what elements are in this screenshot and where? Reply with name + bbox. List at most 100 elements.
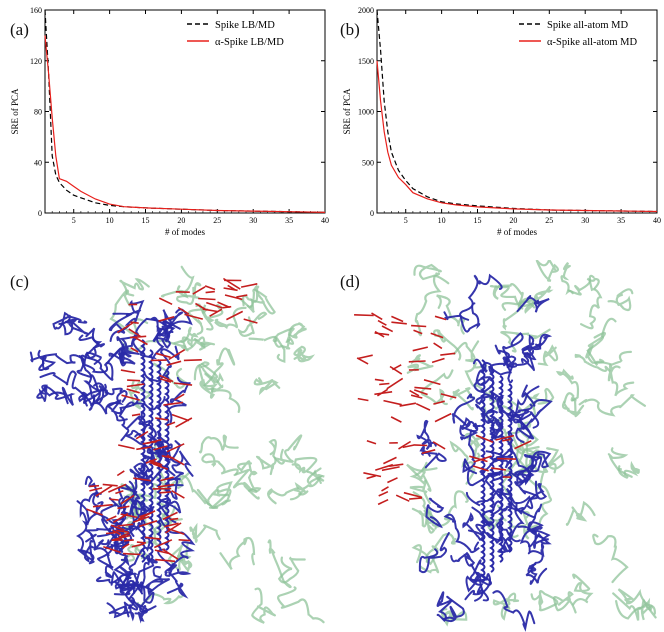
y-tick-label: 1500 [358,57,374,66]
motion-vector [162,511,178,521]
trimer-chain [167,542,192,572]
motion-vector [395,494,410,502]
motion-vector [413,329,423,335]
backbone-chain [167,477,184,500]
backbone-chain [443,302,481,333]
y-tick-label: 0 [38,209,42,218]
motion-vector [412,346,428,352]
backbone-chain [82,382,109,405]
motion-vector [110,524,125,531]
motion-vector [105,531,116,535]
backbone-chain [118,565,143,595]
trimer-chain [545,447,565,474]
legend-label: α-Spike all-atom MD [547,37,637,48]
motion-vector [398,440,412,450]
backbone-chain [436,591,453,623]
backbone-chain [96,524,130,555]
motion-vector [434,412,452,423]
motion-vector [152,462,169,470]
motion-vector [163,401,184,406]
backbone-chain [80,354,114,385]
motion-vector [154,549,169,555]
backbone-chain [76,500,95,565]
motion-vector [135,430,149,440]
backbone-chain [519,526,549,553]
x-tick-label: 25 [545,216,553,225]
backbone-chain [523,453,543,478]
motion-vector [357,354,373,360]
motion-vector [377,319,387,326]
backbone-chain [83,327,109,374]
motion-vector [423,379,441,386]
backbone-chain [84,475,104,515]
trimer-chain [116,337,189,352]
helix [164,369,170,551]
trimer-chain [412,491,436,534]
motion-vector [217,301,231,309]
motion-vector [108,483,127,493]
trimer-chain [242,288,276,315]
motion-vector [126,383,145,388]
helix [507,383,513,553]
trimer-chain [524,285,554,314]
spike-structure-image-c [29,265,325,624]
motion-vector [128,328,142,338]
motion-vector [472,465,489,472]
legend-label: Spike LB/MD [215,20,275,31]
motion-vector [144,439,162,445]
trimer-chain [277,556,306,584]
backbone-chain [106,602,135,622]
trimer-chain [586,317,632,367]
motion-vector [366,439,377,445]
backbone-chain [127,584,157,613]
motion-vector [175,417,193,428]
motion-vector [133,477,151,482]
motion-vector [391,321,407,325]
trimer-chain [201,453,239,476]
backbone-chain [166,450,194,481]
backbone-chain [416,419,437,451]
trimer-chain [237,311,268,337]
motion-vector [130,321,139,324]
trimer-chain [198,434,239,454]
backbone-chain [450,551,476,567]
motion-vector [356,357,369,365]
trimer-chain [561,397,585,418]
trimer-chain [214,306,247,330]
motion-vector [389,463,404,467]
backbone-chain [95,576,144,595]
motion-vector [121,543,130,549]
backbone-chain [52,311,88,330]
backbone-chain [515,411,540,444]
trimer-chain [109,289,149,335]
motion-vector [381,486,389,492]
motion-vector [374,391,393,396]
motion-vector [155,417,169,421]
motion-vector [379,382,390,386]
motion-vector [127,379,141,382]
motion-vector [371,312,383,321]
motion-vector [226,310,244,321]
backbone-chain [511,385,540,418]
backbone-chain [145,566,171,596]
motion-vector [130,347,139,353]
x-tick-label: 20 [509,216,517,225]
motion-vector [120,369,136,374]
motion-vector [431,357,445,364]
motion-vector [102,483,118,487]
panel-label-a: (a) [10,20,29,39]
trimer-chain [607,447,633,478]
series-line-2 [376,60,658,213]
y-tick-label: 40 [34,158,42,167]
motion-vector [473,455,492,463]
backbone-chain [29,349,56,372]
trimer-chain [409,461,431,505]
trimer-chain [565,500,596,526]
y-tick-label: 500 [362,158,374,167]
motion-vector [136,541,146,544]
motion-vector [89,487,103,492]
backbone-chain [149,316,169,342]
motion-vector [413,444,428,447]
motion-vector [162,548,179,560]
trimer-chain [592,533,629,584]
